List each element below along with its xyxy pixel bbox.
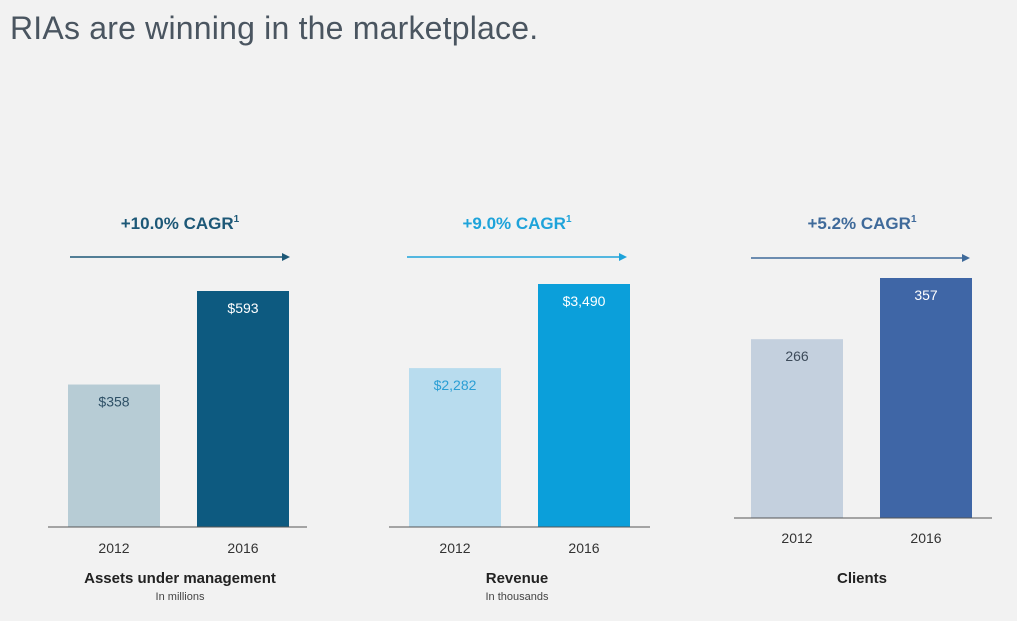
bar-2-0 — [751, 339, 843, 518]
cagr-label-1: +9.0% CAGR1 — [462, 214, 571, 233]
bar-value-label-1-0: $2,282 — [434, 377, 477, 393]
bar-value-label-2-1: 357 — [914, 287, 938, 303]
category-label-0-0: 2012 — [98, 540, 129, 556]
category-label-2-1: 2016 — [910, 530, 941, 546]
cagr-superscript-1: 1 — [566, 214, 572, 225]
bar-0-0 — [68, 384, 160, 527]
cagr-label-0: +10.0% CAGR1 — [121, 214, 240, 233]
bar-value-label-1-1: $3,490 — [563, 293, 606, 309]
cagr-label-2: +5.2% CAGR1 — [807, 214, 916, 233]
cagr-arrow-head-2 — [962, 254, 970, 262]
cagr-superscript-0: 1 — [234, 214, 240, 225]
page-title: RIAs are winning in the marketplace. — [10, 10, 539, 46]
bar-0-1 — [197, 291, 289, 527]
cagr-arrow-head-0 — [282, 253, 290, 261]
chart-subtitle-0: In millions — [156, 591, 205, 603]
bar-value-label-0-1: $593 — [227, 300, 258, 316]
chart-subtitle-1: In thousands — [486, 591, 549, 603]
cagr-arrow-head-1 — [619, 253, 627, 261]
bar-value-label-0-0: $358 — [98, 394, 129, 410]
chart-title-1: Revenue — [486, 570, 549, 587]
bar-value-label-2-0: 266 — [785, 348, 809, 364]
chart-title-2: Clients — [837, 570, 887, 587]
category-label-1-1: 2016 — [568, 540, 599, 556]
category-label-0-1: 2016 — [227, 540, 258, 556]
bar-2-1 — [880, 278, 972, 518]
cagr-superscript-2: 1 — [911, 214, 917, 225]
bar-1-1 — [538, 284, 630, 527]
category-label-2-0: 2012 — [781, 530, 812, 546]
category-label-1-0: 2012 — [439, 540, 470, 556]
chart-title-0: Assets under management — [84, 570, 276, 587]
bar-1-0 — [409, 368, 501, 527]
